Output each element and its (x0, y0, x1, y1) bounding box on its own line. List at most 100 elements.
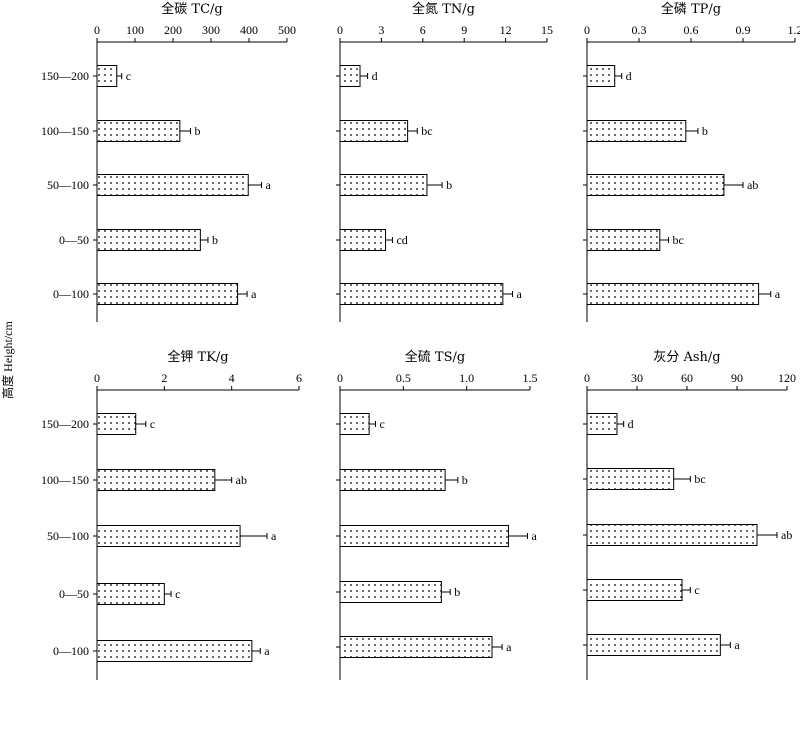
significance-label: c (379, 417, 384, 431)
bar (96, 413, 137, 435)
significance-label: bc (672, 233, 683, 247)
chart-panel-6: 灰分 Ash/g 0 30 60 90 120 d bc ab c a (583, 350, 796, 680)
bar (339, 65, 361, 87)
bar (586, 524, 758, 546)
panel-title: 灰分 Ash/g (653, 350, 720, 365)
bar (586, 120, 687, 142)
significance-label: ab (747, 178, 758, 192)
x-tick-label: 30 (631, 371, 643, 385)
x-tick-label: 12 (500, 23, 512, 37)
x-tick-label: 4 (229, 371, 235, 385)
bar (96, 174, 249, 196)
significance-label: ab (236, 473, 247, 487)
x-tick-label: 0.5 (396, 371, 411, 385)
significance-label: c (126, 69, 131, 83)
bar (339, 469, 446, 491)
significance-label: a (251, 287, 257, 301)
bar (96, 283, 239, 305)
y-tick-label: 0—100 (53, 644, 89, 658)
y-tick-label: 0—50 (59, 587, 89, 601)
x-tick-label: 0 (584, 371, 590, 385)
x-tick-label: 6 (420, 23, 426, 37)
panel-title: 全碳 TC/g (161, 1, 222, 17)
y-tick-label: 100—150 (41, 124, 89, 138)
x-tick-label: 60 (681, 371, 693, 385)
x-tick-label: 0 (94, 371, 100, 385)
bar (586, 413, 618, 435)
significance-label: b (702, 124, 708, 138)
bar (96, 583, 165, 605)
significance-label: d (628, 417, 634, 431)
x-tick-label: 0 (337, 23, 343, 37)
x-tick-label: 3 (378, 23, 384, 37)
significance-label: a (271, 529, 277, 543)
x-tick-label: 200 (164, 23, 182, 37)
bar (339, 174, 428, 196)
significance-label: bc (421, 124, 432, 138)
panel-title: 全氮 TN/g (412, 1, 475, 17)
chart-panel-1: 全碳 TC/g 0 100 200 300 400 500 150—200 c 100—150 b 5… (41, 1, 296, 322)
bar (586, 283, 760, 305)
bar (339, 120, 409, 142)
y-axis-label: 高度 Height/cm (0, 321, 15, 399)
bar (96, 525, 241, 547)
bar (96, 120, 181, 142)
bar (586, 468, 675, 490)
bar (586, 634, 721, 656)
panel-title: 全钾 TK/g (167, 349, 228, 365)
significance-label: ab (781, 528, 792, 542)
x-tick-label: 15 (541, 23, 553, 37)
significance-label: a (266, 178, 272, 192)
x-tick-label: 100 (126, 23, 144, 37)
x-tick-label: 1.5 (523, 371, 538, 385)
significance-label: b (194, 124, 200, 138)
bar (339, 229, 387, 251)
x-tick-label: 1.0 (459, 371, 474, 385)
significance-label: d (626, 69, 632, 83)
bar (586, 174, 725, 196)
y-tick-label: 50—100 (47, 529, 89, 543)
bar (96, 229, 201, 251)
significance-label: b (446, 178, 452, 192)
bar (586, 65, 616, 87)
chart-panel-5: 全硫 TS/g 0 0.5 1.0 1.5 c b a b a (336, 349, 538, 680)
bar (339, 283, 504, 305)
bar (96, 65, 118, 87)
y-tick-label: 100—150 (41, 473, 89, 487)
bar (339, 525, 509, 547)
y-tick-label: 150—200 (41, 417, 89, 431)
x-tick-label: 400 (240, 23, 258, 37)
significance-label: a (531, 529, 537, 543)
x-tick-label: 90 (731, 371, 743, 385)
x-tick-label: 0.3 (632, 23, 647, 37)
significance-label: cd (396, 233, 407, 247)
chart-panel-3: 全磷 TP/g 0 0.3 0.6 0.9 1.2 d b ab bc a (583, 1, 800, 322)
y-tick-label: 50—100 (47, 178, 89, 192)
significance-label: b (454, 585, 460, 599)
significance-label: b (212, 233, 218, 247)
y-tick-label: 0—100 (53, 287, 89, 301)
bar (586, 229, 661, 251)
panel-title: 全磷 TP/g (661, 1, 721, 17)
bar (586, 579, 683, 601)
x-tick-label: 1.2 (788, 23, 800, 37)
y-tick-label: 0—50 (59, 233, 89, 247)
significance-label: a (517, 287, 523, 301)
significance-label: c (150, 417, 155, 431)
bar (96, 469, 216, 491)
significance-label: a (264, 644, 270, 658)
x-tick-label: 500 (278, 23, 296, 37)
y-tick-label: 150—200 (41, 69, 89, 83)
significance-label: c (694, 583, 699, 597)
x-tick-label: 0.9 (736, 23, 751, 37)
x-tick-label: 6 (296, 371, 302, 385)
significance-label: d (372, 69, 378, 83)
significance-label: bc (694, 472, 705, 486)
bar (339, 636, 493, 658)
x-tick-label: 0 (94, 23, 100, 37)
significance-label: a (506, 640, 512, 654)
significance-label: b (462, 473, 468, 487)
x-tick-label: 300 (202, 23, 220, 37)
x-tick-label: 2 (161, 371, 167, 385)
